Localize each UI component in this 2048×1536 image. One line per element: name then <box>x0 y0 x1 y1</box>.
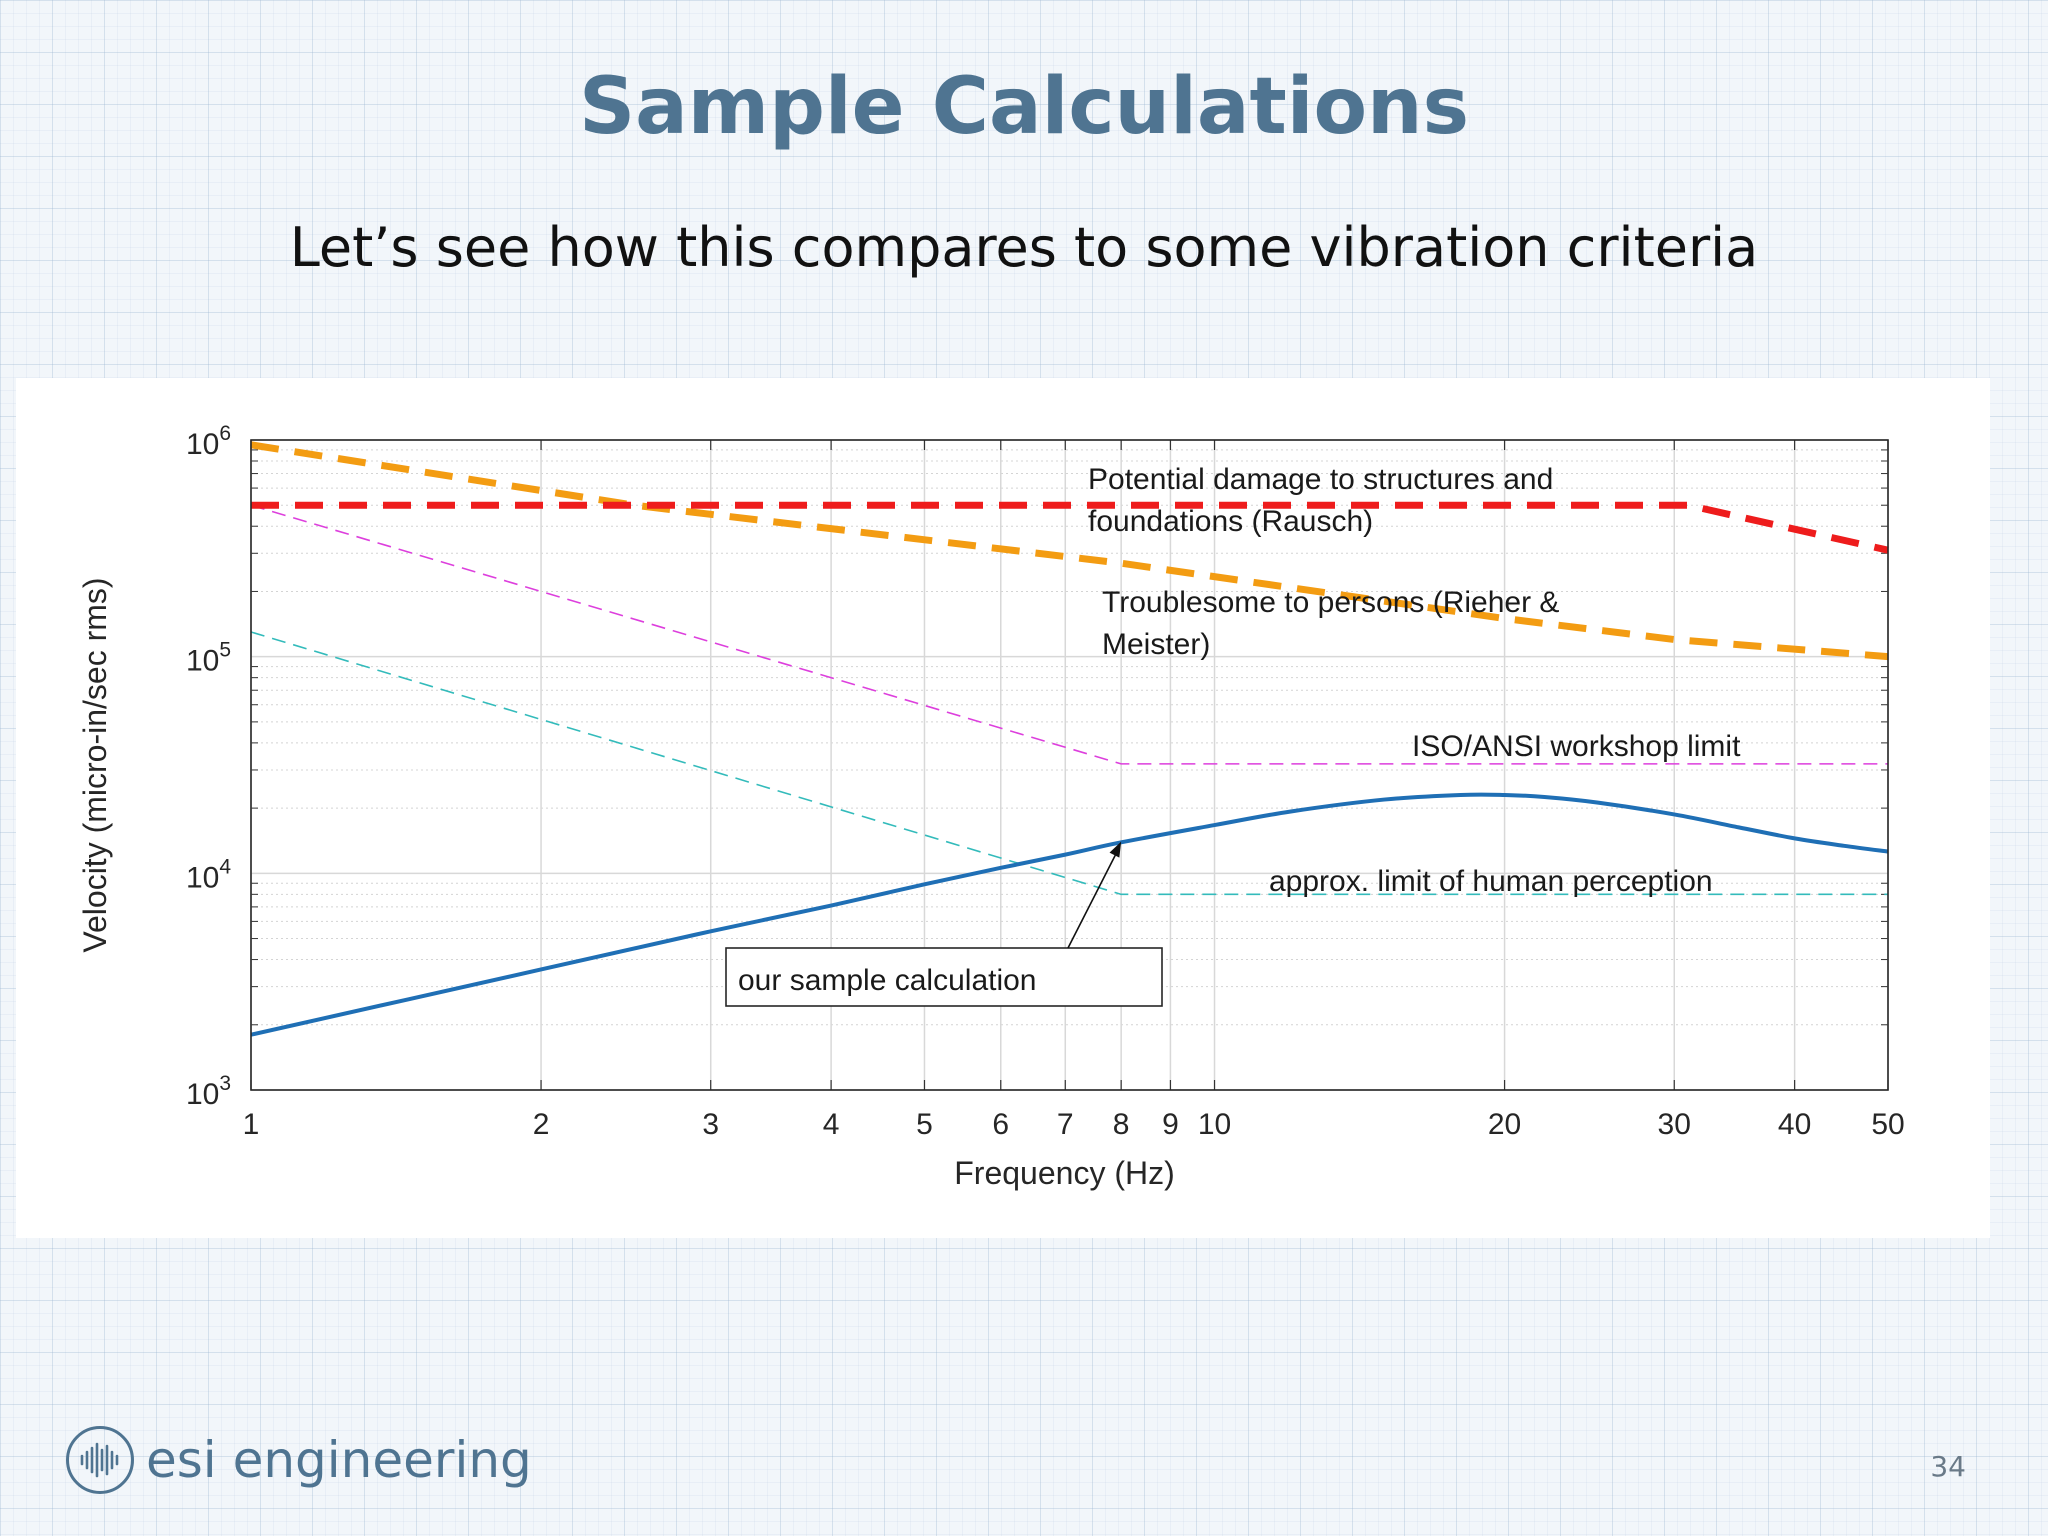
x-tick-label: 6 <box>992 1108 1009 1141</box>
sample-label-line: our sample calculation <box>738 964 1037 997</box>
x-tick-label: 9 <box>1162 1108 1179 1141</box>
y-tick-label: 104 <box>186 855 231 894</box>
y-axis-label: Velocity (micro-in/sec rms) <box>77 577 113 952</box>
plot-frame <box>250 439 1889 1091</box>
slide-subtitle: Let’s see how this compares to some vibr… <box>289 216 1759 279</box>
series-line-sample <box>250 792 1889 1037</box>
company-logo: esi engineering <box>66 1422 532 1498</box>
y-tick-label: 106 <box>186 422 231 461</box>
slide-title: Sample Calculations <box>578 62 1470 152</box>
annotation-box <box>725 947 1163 1007</box>
x-tick-label: 1 <box>243 1108 260 1141</box>
annotation-arrow <box>1067 847 1120 949</box>
chart-panel: 1 2 3 4 5 6 7 8 9 10 20 30 40 50 103 104 105 106 Frequency… <box>16 378 1990 1238</box>
x-tick-label: 50 <box>1871 1108 1904 1141</box>
logo-text: esi engineering <box>146 1431 532 1489</box>
series-line-workshop <box>250 504 1888 765</box>
y-tick-label: 105 <box>186 639 231 678</box>
troublesome-label-line: Troublesome to persons (Rieher & <box>1102 586 1559 619</box>
damage-label-line: foundations (Rausch) <box>1088 505 1373 538</box>
perception-label-line: approx. limit of human perception <box>1269 865 1713 898</box>
vibration-criteria-chart: 1 2 3 4 5 6 7 8 9 10 20 30 40 50 103 104 105 106 Frequency… <box>77 422 1905 1191</box>
series-line-perception <box>250 631 1888 896</box>
x-tick-label: 40 <box>1778 1108 1811 1141</box>
x-axis-label: Frequency (Hz) <box>954 1155 1175 1191</box>
x-tick-label: 5 <box>916 1108 933 1141</box>
arrow-head <box>1109 841 1122 858</box>
x-tick-label: 10 <box>1198 1108 1231 1141</box>
x-tick-label: 3 <box>702 1108 719 1141</box>
x-tick-label: 4 <box>823 1108 840 1141</box>
damage-label-line: Potential damage to structures and <box>1088 463 1553 496</box>
sound-wave-icon <box>66 1426 134 1494</box>
x-tick-label: 7 <box>1057 1108 1074 1141</box>
y-tick-label: 103 <box>186 1072 231 1111</box>
x-tick-label: 20 <box>1488 1108 1521 1141</box>
x-tick-label: 30 <box>1658 1108 1691 1141</box>
x-tick-label: 8 <box>1113 1108 1130 1141</box>
x-tick-label: 2 <box>533 1108 550 1141</box>
series-line-troublesome <box>250 441 1889 661</box>
troublesome-label-line: Meister) <box>1102 628 1210 661</box>
workshop-label-line: ISO/ANSI workshop limit <box>1412 730 1741 763</box>
page-number: 34 <box>1930 1450 1966 1483</box>
